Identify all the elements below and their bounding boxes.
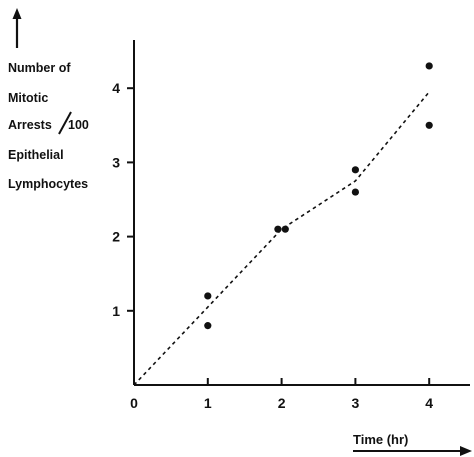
data-point-1 bbox=[204, 292, 212, 300]
tick-labels: 0 1 2 3 4 1 2 3 4 bbox=[112, 80, 433, 411]
data-point-3 bbox=[274, 225, 282, 233]
y-label-slash bbox=[58, 111, 72, 135]
x-tick-label-0: 0 bbox=[130, 395, 138, 411]
y-label-line-3a: Arrests bbox=[8, 118, 52, 132]
data-points bbox=[204, 62, 433, 330]
y-tick-label-3: 3 bbox=[112, 154, 120, 170]
ticks bbox=[127, 87, 431, 385]
y-label-line-3b: 100 bbox=[68, 118, 89, 132]
y-label-line-4: Epithelial bbox=[8, 148, 64, 162]
data-point-7 bbox=[425, 62, 433, 70]
y-label-line-1: Number of bbox=[8, 61, 71, 75]
y-label-line-5: Lymphocytes bbox=[8, 177, 88, 191]
x-tick-label-3: 3 bbox=[352, 395, 360, 411]
x-tick-label-2: 2 bbox=[278, 395, 286, 411]
data-point-2 bbox=[204, 322, 212, 330]
y-tick-label-1: 1 bbox=[112, 303, 120, 319]
x-tick-label-4: 4 bbox=[425, 395, 433, 411]
x-tick-label-1: 1 bbox=[204, 395, 212, 411]
x-label-text: Time (hr) bbox=[353, 432, 408, 447]
y-tick-label-2: 2 bbox=[112, 229, 120, 245]
data-point-5 bbox=[351, 166, 359, 174]
y-axis-label: Number of Mitotic Arrests 100 Epithelial… bbox=[8, 61, 89, 191]
data-point-8 bbox=[425, 121, 433, 129]
y-label-line-2: Mitotic bbox=[8, 91, 48, 105]
y-tick-label-4: 4 bbox=[112, 80, 120, 96]
y-label-arrow bbox=[12, 8, 22, 48]
data-point-4 bbox=[281, 225, 289, 233]
fit-line-layer bbox=[133, 91, 430, 386]
fit-line bbox=[133, 91, 430, 386]
data-point-6 bbox=[351, 188, 359, 196]
x-label-arrowhead bbox=[460, 446, 472, 456]
x-axis-label: Time (hr) bbox=[353, 432, 472, 456]
